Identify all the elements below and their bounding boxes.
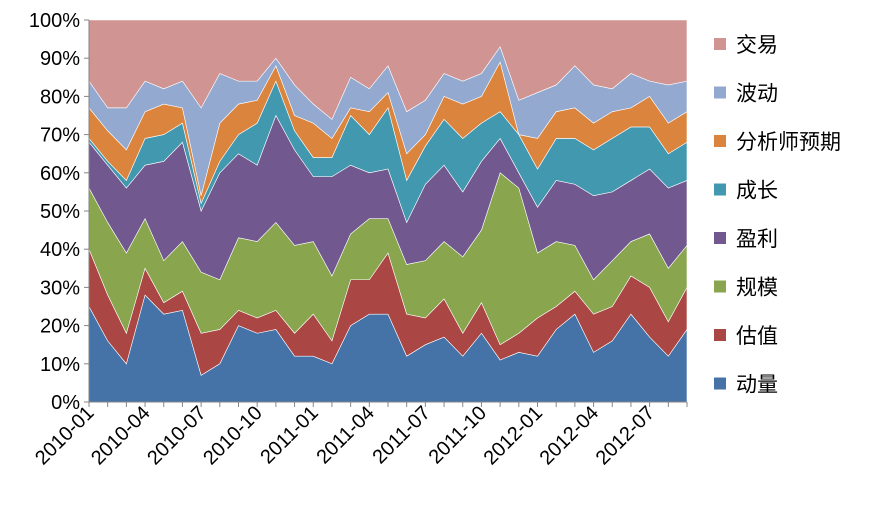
y-tick-label: 90% [40, 48, 80, 70]
legend-label: 分析师预期 [736, 130, 841, 154]
legend-swatch [714, 183, 726, 196]
y-tick-label: 70% [40, 125, 80, 147]
legend-label: 波动 [736, 82, 778, 106]
y-tick-label: 40% [40, 239, 80, 261]
area-series-group [88, 19, 688, 403]
x-tick-label: 2012-01 [480, 402, 547, 469]
x-tick-label: 2011-01 [256, 402, 322, 468]
legend-swatch [714, 135, 726, 147]
y-tick-labels: 0% 10% 20% 30% 40% 50% 60% 70% 80% 90% 100% [29, 10, 80, 414]
y-tick-label: 20% [40, 316, 80, 338]
legend-swatch [714, 377, 726, 390]
legend-label: 动量 [736, 373, 778, 397]
axes-group [84, 19, 688, 407]
y-tick-label: 80% [40, 86, 80, 108]
y-tick-label: 60% [40, 163, 80, 185]
legend-label: 盈利 [736, 227, 778, 251]
x-tick-label: 2012-04 [536, 402, 603, 469]
legend-label: 交易 [736, 33, 778, 57]
x-tick-label: 2011-10 [425, 402, 491, 468]
legend-swatch [714, 329, 726, 341]
legend-label: 成长 [736, 179, 778, 203]
legend-swatch [714, 280, 726, 293]
y-tick-label: 10% [40, 354, 80, 376]
x-tick-label: 2010-04 [87, 402, 154, 469]
y-tick-label: 50% [40, 201, 80, 223]
x-tick-label: 2010-07 [143, 402, 210, 469]
legend-swatch [714, 38, 726, 50]
legend-swatch [714, 232, 726, 244]
x-tick-labels: 2010-012010-042010-072010-102011-012011-… [31, 402, 659, 469]
x-tick-label: 2011-07 [368, 402, 434, 468]
legend-label: 规模 [736, 276, 778, 300]
legend-swatch [714, 86, 726, 99]
area-series-8 [88, 19, 688, 120]
y-tick-label: 30% [40, 277, 80, 299]
legend-label: 估值 [736, 324, 778, 348]
y-tick-label: 0% [51, 392, 80, 414]
y-tick-label: 100% [29, 10, 80, 32]
x-tick-label: 2010-10 [199, 402, 266, 469]
x-tick-label: 2012-07 [592, 402, 659, 469]
x-tick-label: 2011-04 [312, 402, 378, 468]
